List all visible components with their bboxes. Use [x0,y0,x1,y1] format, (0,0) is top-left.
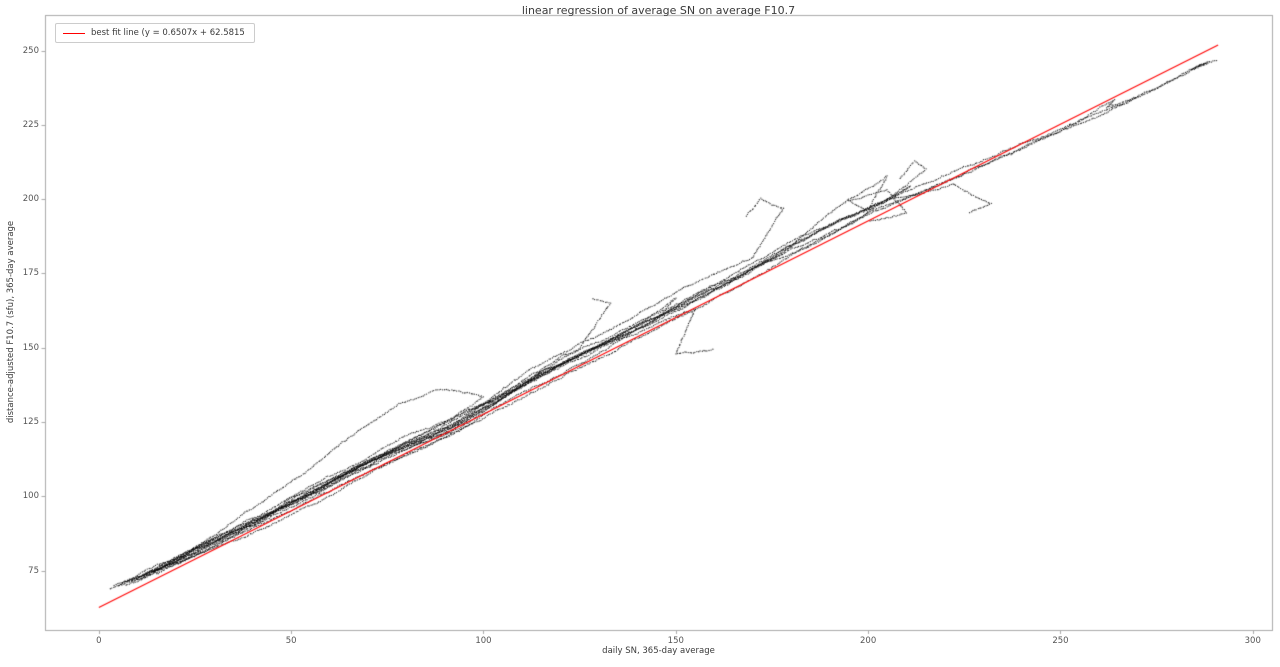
legend: best fit line (y = 0.6507x + 62.5815 [55,23,255,43]
x-tick-label: 250 [1052,636,1069,646]
x-tick-label: 200 [860,636,877,646]
x-tick-label: 300 [1244,636,1261,646]
y-tick-label: 200 [22,194,39,205]
x-tick-label: 0 [96,636,102,646]
y-axis-label: distance-adjusted F10.7 (sfu), 365-day a… [6,220,16,424]
y-tick-label: 125 [22,417,39,428]
x-axis-label: daily SN, 365-day average [602,646,715,656]
x-tick-label: 100 [475,636,492,646]
y-tick-label: 175 [22,268,39,279]
x-tick-label: 50 [285,636,297,646]
y-tick-label: 75 [28,565,39,576]
y-tick-label: 225 [22,119,39,130]
y-tick-label: 150 [22,342,39,353]
legend-label: best fit line (y = 0.6507x + 62.5815 [91,28,245,38]
y-tick-label: 250 [22,45,39,56]
x-tick-label: 150 [667,636,684,646]
chart-title: linear regression of average SN on avera… [521,4,796,17]
best-fit-line-icon [63,32,85,34]
y-tick-label: 100 [22,491,39,502]
